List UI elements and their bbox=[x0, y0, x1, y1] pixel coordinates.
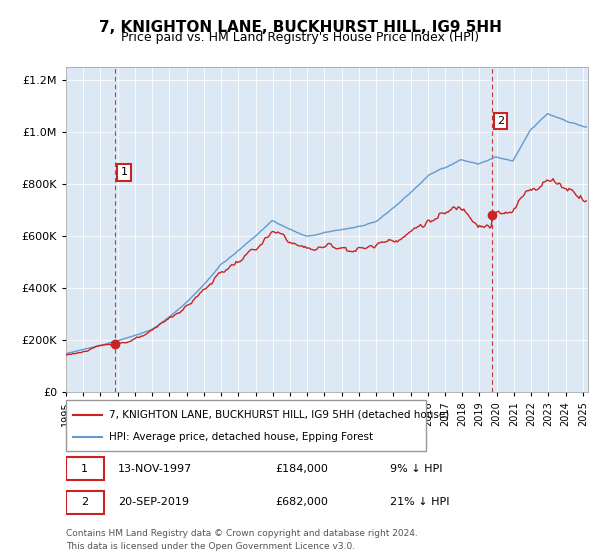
Text: 21% ↓ HPI: 21% ↓ HPI bbox=[389, 497, 449, 507]
Text: Contains HM Land Registry data © Crown copyright and database right 2024.: Contains HM Land Registry data © Crown c… bbox=[66, 529, 418, 538]
Text: 13-NOV-1997: 13-NOV-1997 bbox=[118, 464, 193, 474]
Text: 7, KNIGHTON LANE, BUCKHURST HILL, IG9 5HH (detached house): 7, KNIGHTON LANE, BUCKHURST HILL, IG9 5H… bbox=[109, 409, 449, 419]
Text: 9% ↓ HPI: 9% ↓ HPI bbox=[389, 464, 442, 474]
Text: 2: 2 bbox=[81, 497, 88, 507]
FancyBboxPatch shape bbox=[66, 457, 104, 480]
Text: £184,000: £184,000 bbox=[275, 464, 328, 474]
Text: 2: 2 bbox=[497, 116, 504, 126]
Text: 1: 1 bbox=[81, 464, 88, 474]
Text: 1: 1 bbox=[121, 167, 128, 178]
Text: 7, KNIGHTON LANE, BUCKHURST HILL, IG9 5HH: 7, KNIGHTON LANE, BUCKHURST HILL, IG9 5H… bbox=[98, 20, 502, 35]
FancyBboxPatch shape bbox=[66, 400, 426, 451]
Text: 20-SEP-2019: 20-SEP-2019 bbox=[118, 497, 189, 507]
Text: HPI: Average price, detached house, Epping Forest: HPI: Average price, detached house, Eppi… bbox=[109, 432, 373, 442]
Text: £682,000: £682,000 bbox=[275, 497, 328, 507]
FancyBboxPatch shape bbox=[66, 491, 104, 514]
Text: This data is licensed under the Open Government Licence v3.0.: This data is licensed under the Open Gov… bbox=[66, 542, 355, 551]
Text: Price paid vs. HM Land Registry's House Price Index (HPI): Price paid vs. HM Land Registry's House … bbox=[121, 31, 479, 44]
